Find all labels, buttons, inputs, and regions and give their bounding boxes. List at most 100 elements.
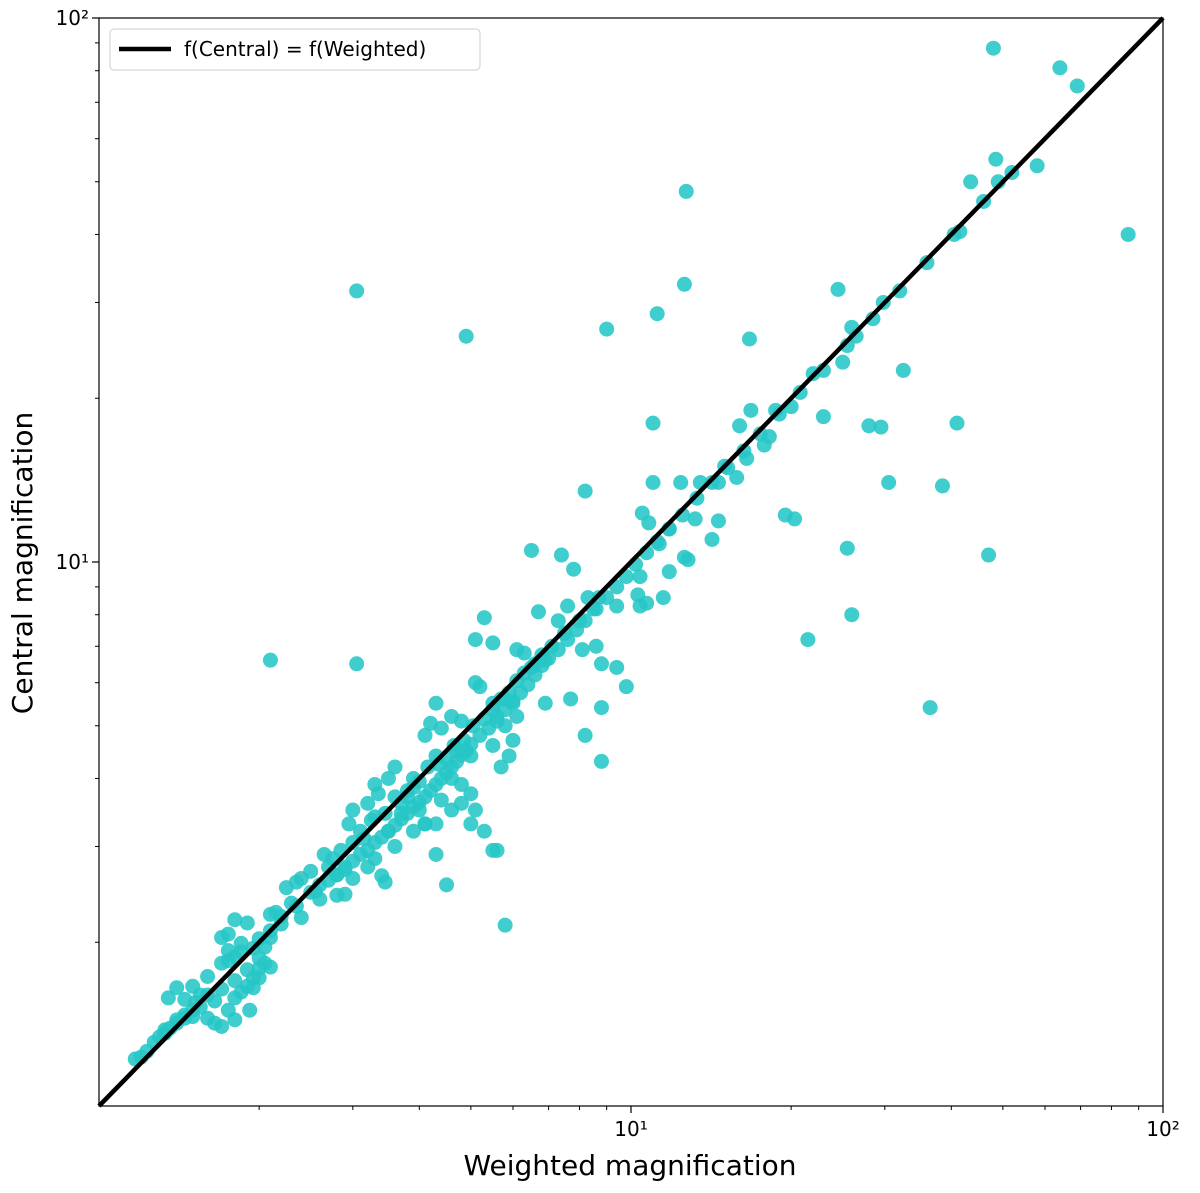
data-point bbox=[516, 645, 532, 661]
data-point bbox=[609, 659, 625, 675]
x-axis-title: Weighted magnification bbox=[463, 1149, 796, 1182]
data-point bbox=[873, 419, 889, 435]
legend-box bbox=[109, 28, 481, 71]
data-point bbox=[509, 708, 525, 724]
data-point bbox=[634, 505, 650, 521]
data-point bbox=[577, 727, 593, 743]
data-point bbox=[861, 418, 877, 434]
data-point bbox=[453, 795, 469, 811]
data-point bbox=[417, 816, 433, 832]
data-point bbox=[467, 632, 483, 648]
data-point bbox=[497, 917, 513, 933]
data-point bbox=[844, 607, 860, 623]
data-point bbox=[393, 805, 409, 821]
data-point bbox=[227, 973, 243, 989]
data-point bbox=[1120, 226, 1136, 242]
data-point bbox=[428, 846, 444, 862]
data-point bbox=[214, 955, 230, 971]
data-point bbox=[661, 564, 677, 580]
data-point bbox=[349, 656, 365, 672]
data-point bbox=[981, 547, 997, 563]
data-point bbox=[463, 786, 479, 802]
data-point bbox=[185, 978, 201, 994]
data-point bbox=[632, 569, 648, 585]
data-point bbox=[485, 737, 501, 753]
x-tick-label: 10¹ bbox=[614, 1117, 647, 1141]
data-point bbox=[678, 183, 694, 199]
data-point bbox=[329, 887, 345, 903]
data-point bbox=[245, 980, 261, 996]
data-point bbox=[830, 281, 846, 297]
minor-ticks bbox=[95, 42, 1140, 1110]
data-point bbox=[599, 321, 615, 337]
data-point bbox=[645, 475, 661, 491]
data-point bbox=[523, 659, 539, 675]
data-point bbox=[609, 598, 625, 614]
data-point bbox=[214, 930, 230, 946]
data-point bbox=[655, 590, 671, 606]
data-point bbox=[493, 759, 509, 775]
data-point bbox=[242, 1002, 258, 1018]
data-point bbox=[645, 415, 661, 431]
data-point bbox=[563, 691, 579, 707]
data-point bbox=[207, 1015, 223, 1031]
data-point bbox=[380, 770, 396, 786]
data-point bbox=[787, 511, 803, 527]
data-point bbox=[687, 511, 703, 527]
data-point bbox=[476, 610, 492, 626]
legend: f(Central) = f(Weighted) bbox=[109, 28, 481, 71]
data-point bbox=[439, 877, 455, 893]
data-point bbox=[732, 418, 748, 434]
data-point bbox=[200, 969, 216, 985]
data-point bbox=[815, 409, 831, 425]
data-point bbox=[743, 402, 759, 418]
data-point bbox=[560, 598, 576, 614]
data-point bbox=[919, 255, 935, 271]
data-point bbox=[985, 40, 1001, 56]
data-point bbox=[463, 748, 479, 764]
data-point bbox=[768, 402, 784, 418]
identity-line bbox=[97, 16, 1165, 1108]
data-point bbox=[593, 656, 609, 672]
data-point bbox=[922, 700, 938, 716]
data-point bbox=[485, 635, 501, 651]
data-point bbox=[537, 695, 553, 711]
data-point bbox=[544, 638, 560, 654]
y-tick-label: 10¹ bbox=[56, 550, 89, 574]
data-point bbox=[220, 943, 236, 959]
data-point bbox=[239, 962, 255, 978]
data-point bbox=[316, 846, 332, 862]
data-point bbox=[341, 816, 357, 832]
data-point bbox=[262, 652, 278, 668]
data-point bbox=[618, 679, 634, 695]
data-point bbox=[729, 469, 745, 485]
data-point bbox=[835, 354, 851, 370]
data-point bbox=[963, 174, 979, 190]
y-tick-label: 10² bbox=[56, 6, 89, 30]
data-point bbox=[593, 700, 609, 716]
data-point bbox=[444, 708, 460, 724]
data-point bbox=[530, 604, 546, 620]
data-point bbox=[239, 915, 255, 931]
data-point bbox=[892, 283, 908, 299]
data-point bbox=[428, 695, 444, 711]
data-point bbox=[345, 835, 361, 851]
data-point bbox=[377, 874, 393, 890]
data-point bbox=[428, 816, 444, 832]
data-point bbox=[1029, 158, 1045, 174]
major-ticks: 10¹ 10² 10¹ 10² bbox=[56, 6, 1180, 1141]
data-point bbox=[169, 980, 185, 996]
data-point bbox=[303, 863, 319, 879]
data-point bbox=[262, 959, 278, 975]
data-point bbox=[387, 838, 403, 854]
data-point bbox=[227, 912, 243, 928]
data-point bbox=[566, 561, 582, 577]
data-point bbox=[411, 802, 427, 818]
data-point bbox=[160, 990, 176, 1006]
data-point bbox=[649, 306, 665, 322]
data-point bbox=[380, 823, 396, 839]
data-point bbox=[577, 483, 593, 499]
data-point bbox=[293, 910, 309, 926]
data-point bbox=[458, 328, 474, 344]
data-point bbox=[463, 816, 479, 832]
